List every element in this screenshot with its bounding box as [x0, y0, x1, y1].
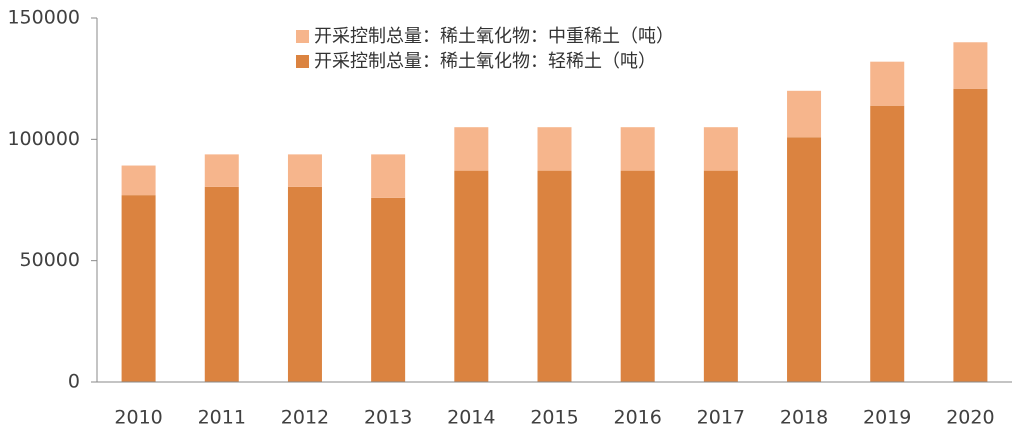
x-tick-label: 2014 [447, 407, 495, 429]
x-tick-label: 2016 [614, 407, 662, 429]
y-tick-label: 50000 [20, 249, 80, 271]
x-tick-label: 2020 [946, 407, 994, 429]
legend-swatch [296, 55, 309, 68]
x-tick-label: 2013 [364, 407, 412, 429]
bar-segment [787, 90, 822, 138]
bar-segment [703, 127, 738, 171]
x-tick-label: 2018 [780, 407, 828, 429]
x-tick-label: 2017 [697, 407, 745, 429]
legend-swatch [296, 30, 309, 43]
x-tick-label: 2012 [281, 407, 329, 429]
bar-segment [454, 127, 489, 171]
y-tick-label: 100000 [7, 128, 80, 150]
bar-segment [787, 137, 822, 382]
bar-segment [620, 170, 655, 382]
bar-segment [870, 61, 905, 106]
bar-segment [287, 154, 322, 187]
bar-segment [371, 154, 406, 198]
bar-segment [537, 127, 572, 171]
bar-segment [287, 186, 322, 382]
bar-segment [620, 127, 655, 171]
bar-segment [204, 154, 239, 187]
x-tick-label: 2015 [530, 407, 578, 429]
legend-label: 开采控制总量：稀土氧化物：轻稀土（吨） [314, 51, 656, 72]
bar-segment [371, 197, 406, 382]
bar-segment [204, 186, 239, 382]
bar-segment [953, 42, 988, 89]
bar-segment [454, 170, 489, 382]
bar-segment [121, 195, 156, 382]
bar-segment [703, 170, 738, 382]
y-tick-label: 0 [68, 371, 80, 393]
bar-segment [953, 88, 988, 382]
y-tick-label: 150000 [7, 7, 80, 29]
legend-label: 开采控制总量：稀土氧化物：中重稀土（吨） [314, 26, 674, 47]
x-tick-label: 2019 [863, 407, 911, 429]
bar-segment [870, 105, 905, 382]
x-tick-label: 2011 [198, 407, 246, 429]
x-tick-label: 2010 [114, 407, 162, 429]
bar-segment [537, 170, 572, 382]
bar-segment [121, 165, 156, 196]
